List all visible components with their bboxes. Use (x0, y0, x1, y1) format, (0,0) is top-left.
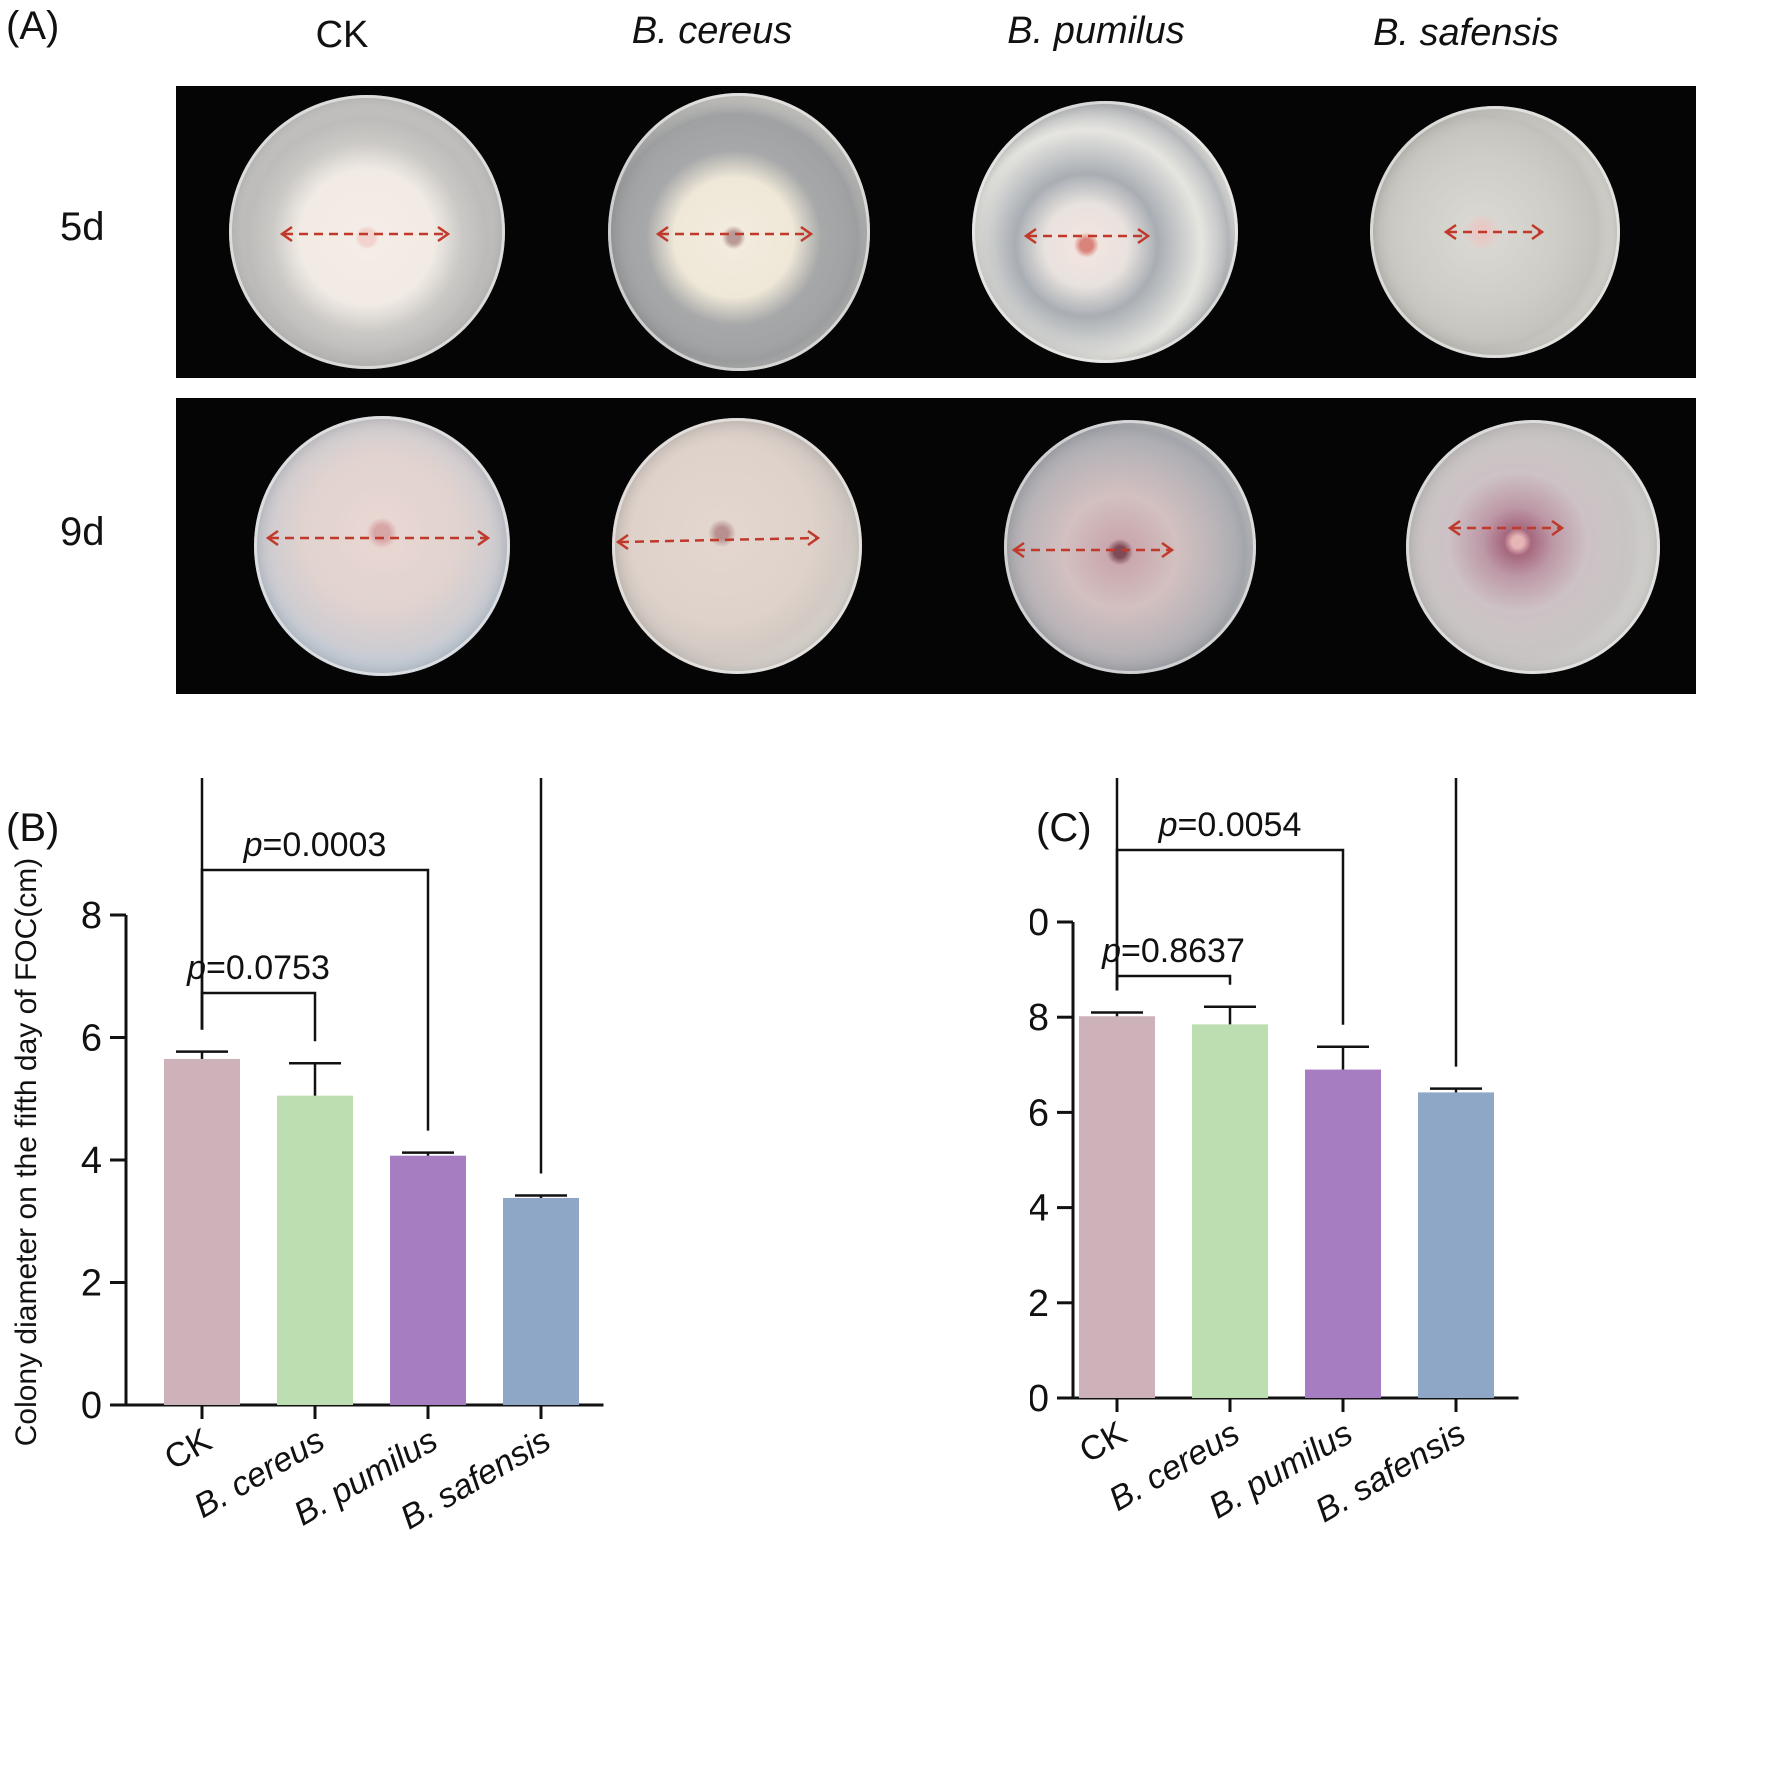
bar-b-pumilus (1305, 1069, 1381, 1398)
row-label-9d: 9d (60, 510, 105, 554)
measure-line-b-pumilus-5d (1023, 227, 1151, 245)
y-tick-label: 0 (81, 1385, 102, 1427)
plate-b-cereus-9d (612, 418, 862, 674)
chart-c: 0 2 4 6 8 10Colony diameter on the ninyh day … (1030, 778, 1519, 1530)
plate-b-pumilus-5d (972, 101, 1238, 363)
y-tick-label: 2 (81, 1263, 102, 1305)
significance-bracket (1115, 974, 1232, 991)
column-label-b-safensis: B. safensis (1373, 12, 1559, 54)
measure-line-b-pumilus-9d (1011, 541, 1175, 559)
y-tick-label: 0 (1030, 1378, 1049, 1420)
photo-strip-5d (176, 86, 1696, 378)
y-tick-label: 8 (1030, 997, 1049, 1039)
p-symbol: p (1158, 806, 1178, 844)
p-value-text: =0.0753 (206, 949, 330, 987)
y-axis-label: Colony diameter on the fifth day of FOC(… (10, 858, 43, 1447)
plate-cell-b-safensis-5d (1316, 86, 1696, 378)
plate-cell-b-safensis-9d (1316, 398, 1696, 694)
plate-ck-9d (254, 416, 510, 676)
p-value-label: p=0.8637 (1101, 932, 1245, 970)
y-tick-label: 4 (1030, 1188, 1049, 1230)
plate-b-cereus-5d (608, 93, 870, 371)
y-tick-label: 2 (1030, 1283, 1049, 1325)
x-tick-label-ck: CK (1073, 1414, 1133, 1471)
plate-ck-5d (229, 95, 505, 369)
column-label-ck: CK (315, 14, 369, 56)
p-value-text: =0.0054 (1178, 806, 1302, 844)
panel-c-label: (C) (1036, 806, 1092, 850)
bar-b-cereus (1192, 1024, 1268, 1398)
significance-bracket (200, 778, 543, 1174)
y-tick-label: 10 (1030, 902, 1049, 944)
plate-cell-b-cereus-5d (556, 86, 936, 378)
measure-line-b-cereus-9d (615, 529, 821, 551)
bar-b-cereus (277, 1095, 353, 1405)
measure-line-b-safensis-9d (1447, 519, 1565, 537)
column-label-b-cereus: B. cereus (631, 10, 793, 52)
plate-b-safensis-9d (1406, 420, 1660, 674)
chart-b: 0 2 4 6 8 Colony diameter on the fifth day of… (10, 778, 604, 1537)
column-label-b-pumilus: B. pumilus (1007, 10, 1185, 52)
bar-b-safensis (503, 1197, 579, 1405)
p-symbol: p (243, 826, 263, 864)
plate-cell-b-cereus-9d (556, 398, 936, 694)
y-tick-label: 6 (81, 1018, 102, 1060)
measure-line-ck-5d (279, 225, 451, 243)
plate-cell-ck-9d (176, 398, 556, 694)
plate-cell-ck-5d (176, 86, 556, 378)
significance-bracket (1115, 778, 1458, 1067)
x-tick-label-ck: CK (158, 1421, 218, 1478)
panel-a-label: (A) (6, 4, 60, 48)
p-value-label: p=0.0003 (243, 826, 387, 864)
p-value-text: =0.8637 (1121, 932, 1245, 970)
photo-strip-9d (176, 398, 1696, 694)
p-value-label: p=0.0753 (186, 949, 330, 987)
bar-ck (1079, 1016, 1155, 1398)
y-tick-label: 4 (81, 1140, 102, 1182)
p-value-text: =0.0003 (263, 826, 387, 864)
p-value-label: p=0.0054 (1158, 806, 1302, 844)
row-label-5d: 5d (60, 205, 105, 249)
measure-line-ck-9d (265, 529, 491, 547)
y-axis-label: Colony diameter on the ninyh day of FOC(… (1030, 826, 1031, 1438)
significance-bracket (200, 991, 317, 1042)
y-tick-label: 6 (1030, 1092, 1049, 1134)
measure-line-b-safensis-5d (1443, 223, 1545, 241)
plate-cell-b-pumilus-9d (936, 398, 1316, 694)
bar-b-safensis (1418, 1092, 1494, 1398)
y-tick-label: 8 (81, 895, 102, 937)
panel-b-label: (B) (6, 806, 60, 850)
plate-cell-b-pumilus-5d (936, 86, 1316, 378)
measure-line-b-cereus-5d (655, 225, 814, 243)
plate-b-pumilus-9d (1004, 420, 1256, 674)
bar-b-pumilus (390, 1155, 466, 1405)
bar-ck (164, 1058, 240, 1405)
